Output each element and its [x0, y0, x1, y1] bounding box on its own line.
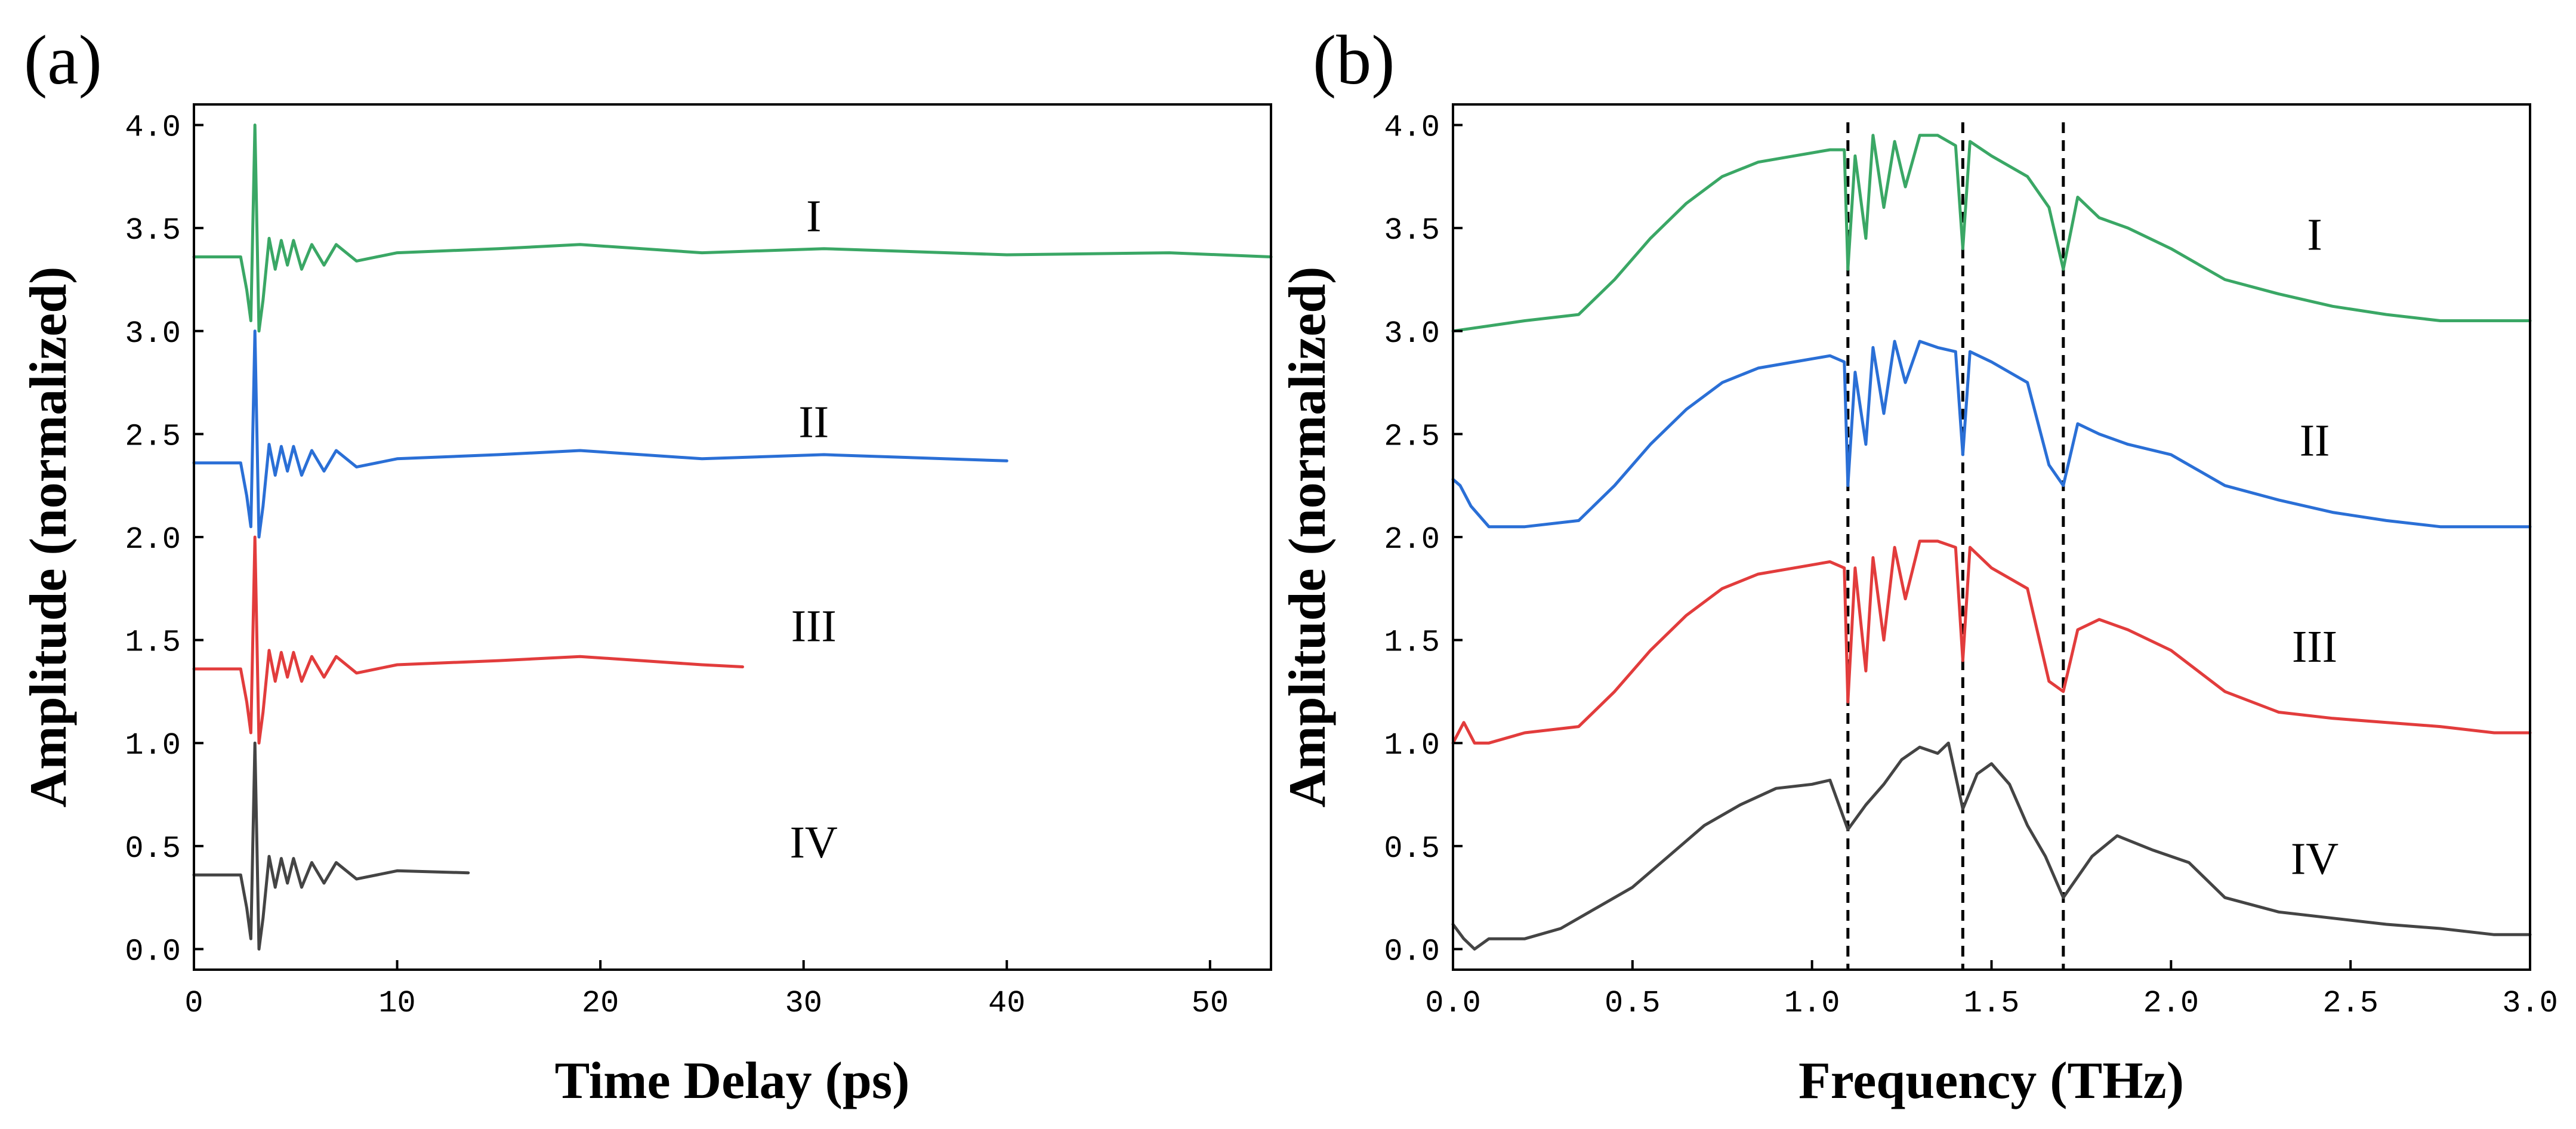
- panel-a-ytick-label: 4.0: [125, 110, 181, 146]
- panel-b: (b) 0.0 0.5 1.0 1.5 2.0 2.5 3.0 0.0 0.5 1.0 1.5 2.…: [1279, 21, 2558, 1110]
- panel-b-ytick-label: 1.0: [1384, 728, 1440, 763]
- panel-b-xtick-label: 0.0: [1425, 986, 1481, 1021]
- panel-a-x-axis-title: Time Delay (ps): [555, 1052, 910, 1110]
- panel-a-series-I-line: [192, 124, 1273, 333]
- panel-b-series-IV-label: IV: [2291, 834, 2339, 884]
- panel-a-ytick-label: 0.0: [125, 934, 181, 969]
- panel-b-ytick-label: 0.5: [1384, 831, 1440, 866]
- panel-b-frame: [1452, 103, 2531, 971]
- panel-a-ytick-label: 2.0: [125, 522, 181, 557]
- panel-b-xtick-label: 0.5: [1605, 986, 1661, 1021]
- panel-b-series-II-label: II: [2300, 416, 2330, 466]
- panel-b-label: (b): [1313, 21, 1395, 99]
- panel-a: (a) 0 10 20 30 40 50 0.0 0.5 1.0 1.5 2.0 2.5 3.0 3.5…: [20, 21, 1273, 1110]
- panel-b-series-III-line: [1451, 539, 2532, 745]
- panel-b-ytick-label: 4.0: [1384, 110, 1440, 146]
- panel-a-xaxis-ticks: 0 10 20 30 40 50: [184, 960, 1229, 1021]
- panel-a-series-IV-label: IV: [790, 818, 838, 868]
- panel-a-ytick-label: 3.5: [125, 213, 181, 248]
- panel-a-frame: [193, 103, 1272, 971]
- panel-b-xtick-label: 2.5: [2322, 986, 2378, 1021]
- panel-a-series-II-line: [192, 329, 1008, 539]
- panel-a-ytick-label: 1.0: [125, 728, 181, 763]
- panel-a-series-II-label: II: [798, 397, 829, 448]
- panel-a-xtick-label: 20: [582, 986, 619, 1021]
- panel-a-ytick-label: 2.5: [125, 419, 181, 454]
- panel-a-series-III-line: [192, 535, 744, 745]
- panel-a-yaxis-ticks: 0.0 0.5 1.0 1.5 2.0 2.5 3.0 3.5 4.0: [125, 110, 203, 969]
- panel-a-ytick-label: 0.5: [125, 831, 181, 866]
- panel-a-ytick-label: 1.5: [125, 625, 181, 661]
- panel-a-series: [192, 124, 1273, 951]
- panel-b-xaxis-ticks: 0.0 0.5 1.0 1.5 2.0 2.5 3.0: [1425, 960, 2558, 1021]
- panel-a-xtick-label: 40: [988, 986, 1025, 1021]
- panel-a-series-III-label: III: [791, 601, 837, 651]
- panel-b-series-I-label: I: [2307, 210, 2322, 260]
- panel-b-ytick-label: 0.0: [1384, 934, 1440, 969]
- panel-b-xtick-label: 1.0: [1784, 986, 1840, 1021]
- panel-b-yaxis-ticks: 0.0 0.5 1.0 1.5 2.0 2.5 3.0 3.5 4.0: [1384, 110, 1463, 969]
- panel-b-ytick-label: 2.5: [1384, 419, 1440, 454]
- panel-a-series-I-label: I: [806, 191, 821, 241]
- panel-a-xtick-label: 30: [785, 986, 822, 1021]
- panel-b-y-axis-title: Amplitude (normalized): [1279, 267, 1337, 808]
- panel-b-xtick-label: 1.5: [1964, 986, 2020, 1021]
- panel-a-xtick-label: 10: [378, 986, 415, 1021]
- panel-a-series-IV-line: [192, 741, 470, 951]
- panel-b-series-IV-line: [1451, 741, 2532, 951]
- panel-a-y-axis-title: Amplitude (normalized): [20, 267, 78, 808]
- panel-a-xtick-label: 0: [184, 986, 203, 1021]
- panel-b-series-III-label: III: [2292, 622, 2337, 672]
- panel-b-series-II-line: [1451, 340, 2532, 529]
- panel-b-ytick-label: 2.0: [1384, 522, 1440, 557]
- panel-a-label: (a): [24, 21, 102, 99]
- panel-b-ytick-label: 1.5: [1384, 625, 1440, 661]
- panel-b-xtick-label: 2.0: [2143, 986, 2199, 1021]
- panel-b-xtick-label: 3.0: [2502, 986, 2558, 1021]
- panel-b-ytick-label: 3.5: [1384, 213, 1440, 248]
- panel-b-series-I-line: [1451, 134, 2532, 333]
- panel-b-series: [1451, 134, 2532, 951]
- panel-b-ytick-label: 3.0: [1384, 316, 1440, 351]
- panel-b-x-axis-title: Frequency (THz): [1798, 1052, 2184, 1110]
- panel-a-ytick-label: 3.0: [125, 316, 181, 351]
- panel-a-xtick-label: 50: [1192, 986, 1229, 1021]
